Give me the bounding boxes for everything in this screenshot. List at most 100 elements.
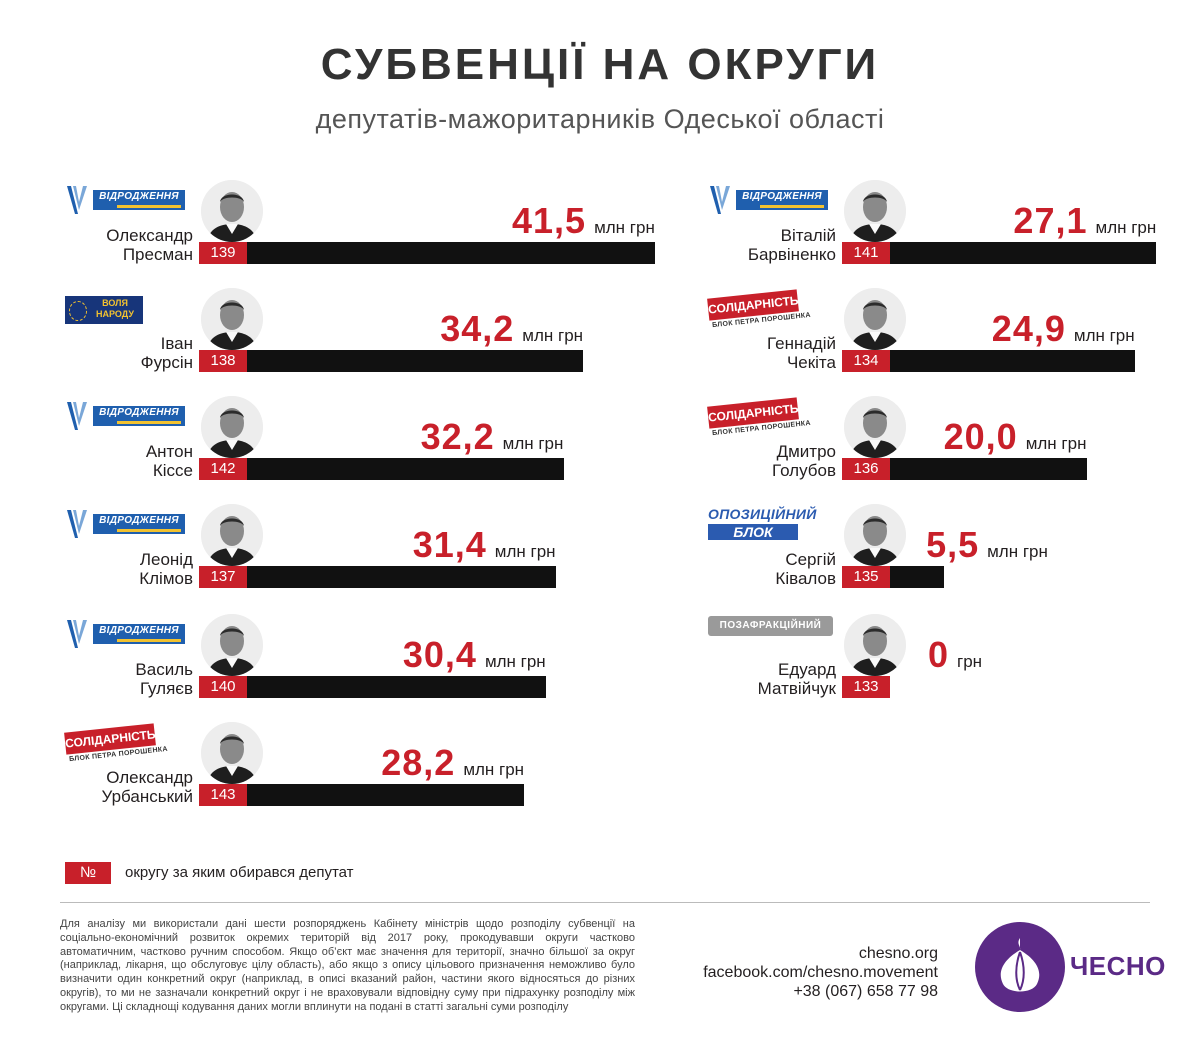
portrait-photo — [844, 504, 906, 566]
district-number-badge: 135 — [842, 566, 890, 588]
deputy-name: Віталій Барвіненко — [708, 226, 836, 264]
value-number: 34,2 — [440, 308, 515, 349]
portrait-photo — [844, 288, 906, 350]
bar — [247, 566, 556, 588]
contact-facebook[interactable]: facebook.com/chesno.movement — [703, 964, 938, 981]
value-number: 31,4 — [412, 524, 487, 565]
value-unit: млн грн — [987, 542, 1048, 561]
party-name: ВІДРОДЖЕННЯ — [93, 624, 185, 644]
value-number: 24,9 — [991, 308, 1066, 349]
value-number: 30,4 — [402, 634, 477, 675]
bar — [247, 676, 546, 698]
value-label: 32,2 млн грн — [421, 416, 564, 458]
value-number: 5,5 — [926, 524, 980, 565]
value-label: 5,5 млн грн — [926, 524, 1048, 566]
value-label: 31,4 млн грн — [413, 524, 556, 566]
bar — [890, 458, 1087, 480]
district-number-badge: 138 — [199, 350, 247, 372]
party-v-icon — [708, 184, 732, 216]
value-unit: грн — [957, 652, 983, 671]
value-number: 28,2 — [381, 742, 456, 783]
party-name: ПОЗАФРАКЦІЙНИЙ — [708, 616, 833, 636]
deputy-row: ВІДРОДЖЕННЯ Антон Кіссе 142 32,2 млн грн — [65, 396, 625, 496]
deputy-row: ПОЗАФРАКЦІЙНИЙ Едуард Матвійчук 133 0 грн — [708, 614, 1200, 714]
district-number-badge: 136 — [842, 458, 890, 480]
deputy-name: Олександр Урбанський — [65, 768, 193, 806]
bar — [247, 242, 655, 264]
value-number: 27,1 — [1013, 200, 1088, 241]
portrait-photo — [844, 614, 906, 676]
deputy-row: СОЛІДАРНІСТЬ БЛОК ПЕТРА ПОРОШЕНКА Геннадій… — [707, 288, 1200, 388]
bar — [247, 784, 525, 806]
deputy-name: Антон Кіссе — [65, 442, 193, 480]
party-name: ВІДРОДЖЕННЯ — [93, 514, 185, 534]
deputy-first-name: Антон — [145, 442, 193, 461]
deputy-name: Олександр Пресман — [65, 226, 193, 264]
district-number-badge: 141 — [842, 242, 890, 264]
party-logo-pozafraktsiyny: ПОЗАФРАКЦІЙНИЙ — [708, 614, 833, 654]
party-logo-solidarnist: СОЛІДАРНІСТЬ БЛОК ПЕТРА ПОРОШЕНКА — [707, 288, 833, 329]
deputy-row: ВІДРОДЖЕННЯ Леонід Клімов 137 31,4 млн грн — [65, 504, 625, 604]
portrait-photo — [201, 180, 263, 242]
district-number-badge: 133 — [842, 676, 890, 698]
deputy-name: Геннадій Чекіта — [708, 334, 836, 372]
value-label: 28,2 млн грн — [381, 742, 524, 784]
portrait-photo — [201, 722, 263, 784]
party-name: ВІДРОДЖЕННЯ — [93, 190, 185, 210]
deputy-last-name: Кіссе — [152, 461, 193, 480]
contact-website[interactable]: chesno.org — [858, 945, 938, 962]
portrait-photo — [844, 180, 906, 242]
portrait-photo — [201, 288, 263, 350]
party-v-icon — [65, 508, 89, 540]
page-subtitle: депутатів-мажоритарників Одеської област… — [315, 104, 885, 134]
party-v-icon — [65, 618, 89, 650]
brand-name: ЧЕСНО — [1070, 951, 1166, 981]
party-logo-vidrodzhennya: ВІДРОДЖЕННЯ — [65, 180, 190, 220]
value-unit: млн грн — [594, 218, 655, 237]
value-unit: млн грн — [484, 652, 546, 671]
party-v-icon — [65, 400, 89, 432]
deputy-row: ВІДРОДЖЕННЯ Олександр Пресман 139 41,5 млн гр… — [65, 180, 655, 280]
value-label: 34,2 млн грн — [440, 308, 583, 350]
party-logo-vidrodzhennya: ВІДРОДЖЕННЯ — [65, 396, 190, 436]
deputy-last-name: Матвійчук — [757, 679, 836, 698]
deputy-last-name: Клімов — [139, 569, 193, 588]
deputy-row: ВІДРОДЖЕННЯ Віталій Барвіненко 141 27,1 млн г… — [708, 180, 1200, 280]
deputy-row: ОПОЗИЦІЙНИЙ БЛОК Сергій Ківалов 135 5,5 млн гр… — [708, 504, 1200, 604]
party-name-line2: БЛОК — [708, 524, 798, 540]
party-name: ВІДРОДЖЕННЯ — [736, 190, 828, 210]
deputy-name: Дмитро Голубов — [708, 442, 836, 480]
deputy-first-name: Олександр — [106, 226, 193, 245]
value-label: 20,0 млн грн — [944, 416, 1087, 458]
deputy-first-name: Василь — [135, 660, 193, 679]
deputy-last-name: Фурсін — [140, 353, 193, 372]
portrait-photo — [201, 504, 263, 566]
district-number-badge: 140 — [199, 676, 247, 698]
bar — [247, 458, 564, 480]
garlic-logo-icon — [975, 922, 1065, 1012]
deputy-row: СОЛІДАРНІСТЬ БЛОК ПЕТРА ПОРОШЕНКА Дмитро Го… — [707, 396, 1200, 496]
party-logo-vidrodzhennya: ВІДРОДЖЕННЯ — [65, 614, 190, 654]
deputy-last-name: Голубов — [772, 461, 836, 480]
deputy-first-name: Дмитро — [776, 442, 836, 461]
deputy-first-name: Геннадій — [767, 334, 836, 353]
deputy-name: Сергій Ківалов — [708, 550, 836, 588]
deputy-last-name: Пресман — [122, 245, 193, 264]
value-unit: млн грн — [502, 434, 564, 453]
deputy-row: ВОЛЯ НАРОДУ Іван Фурсін 138 34,2 млн грн — [65, 288, 625, 388]
deputy-name: Іван Фурсін — [65, 334, 193, 372]
party-name: ВІДРОДЖЕННЯ — [93, 406, 185, 426]
deputy-last-name: Чекіта — [786, 353, 836, 372]
value-unit: млн грн — [463, 760, 525, 779]
value-number: 41,5 — [512, 200, 587, 241]
value-number: 32,2 — [420, 416, 495, 457]
party-logo-volya: ВОЛЯ НАРОДУ — [65, 288, 190, 328]
legend-text: округу за яким обирався депутат — [125, 864, 354, 881]
deputy-first-name: Віталій — [780, 226, 836, 245]
party-logo-vidrodzhennya: ВІДРОДЖЕННЯ — [708, 180, 833, 220]
bar — [247, 350, 584, 372]
value-unit: млн грн — [1025, 434, 1087, 453]
district-number-badge: 134 — [842, 350, 890, 372]
deputy-first-name: Іван — [160, 334, 193, 353]
value-label: 41,5 млн грн — [512, 200, 655, 242]
